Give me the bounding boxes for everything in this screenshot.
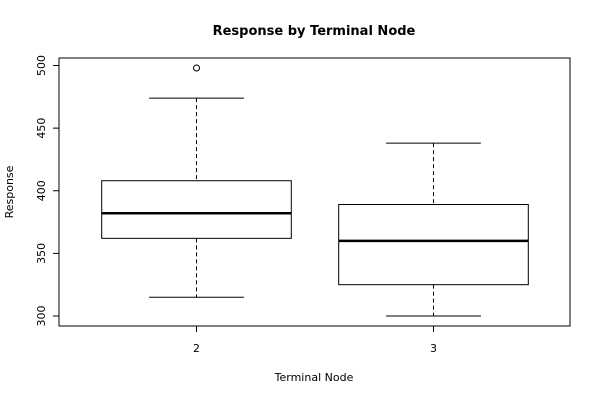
box [101,180,292,239]
y-tick-label: 350 [35,243,48,264]
y-tick-label: 450 [35,118,48,139]
y-tick-label: 500 [35,55,48,76]
y-axis-label: Response [3,165,16,218]
x-axis-label: Terminal Node [274,371,354,384]
outlier [193,64,200,72]
x-tick-label: 3 [430,342,437,355]
plot-frame [58,57,571,327]
y-tick-label: 300 [35,305,48,326]
box [338,204,529,286]
y-tick-label: 400 [35,180,48,201]
chart-title: Response by Terminal Node [213,24,416,39]
x-tick-label: 2 [193,342,200,355]
